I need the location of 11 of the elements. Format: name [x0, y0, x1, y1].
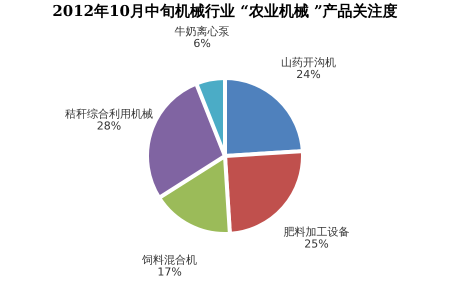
data-label: 25% — [304, 238, 329, 251]
slice-label: 山药开沟机 — [281, 56, 336, 70]
data-label: 28% — [96, 119, 122, 132]
data-label: 17% — [157, 266, 182, 279]
slice-label: 秸秆综合利用机械 — [64, 107, 153, 120]
slice-label: 肥料加工设备 — [284, 226, 350, 239]
data-label: 24% — [296, 68, 321, 82]
slice-label: 牛奶离心泵 — [174, 25, 230, 38]
chart-title: 2012年10月中旬机械行业 “农业机械 ”产品关注度 — [52, 2, 398, 20]
slice-label: 饲料混合机 — [141, 254, 198, 267]
data-label: 6% — [193, 37, 211, 50]
